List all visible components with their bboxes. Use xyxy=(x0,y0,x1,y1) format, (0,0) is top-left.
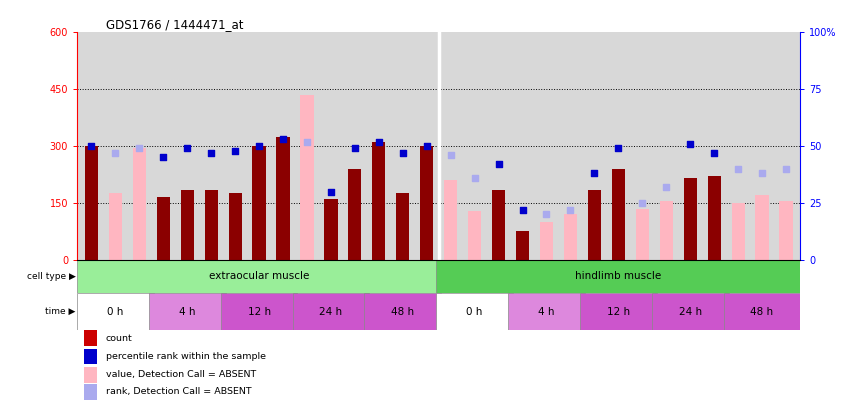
Bar xyxy=(109,194,122,260)
Text: 12 h: 12 h xyxy=(247,307,270,317)
FancyBboxPatch shape xyxy=(508,293,585,330)
Bar xyxy=(468,211,481,260)
Point xyxy=(611,145,625,151)
Bar xyxy=(276,136,289,260)
Text: 4 h: 4 h xyxy=(179,307,195,317)
FancyBboxPatch shape xyxy=(580,293,657,330)
FancyBboxPatch shape xyxy=(437,293,513,330)
Point xyxy=(300,139,314,145)
Bar xyxy=(588,190,601,260)
Bar xyxy=(780,201,793,260)
Text: 48 h: 48 h xyxy=(391,307,414,317)
Point xyxy=(731,166,745,172)
Bar xyxy=(420,146,433,260)
Bar xyxy=(157,197,169,260)
Text: time ▶: time ▶ xyxy=(45,307,76,316)
Point xyxy=(467,175,481,181)
Text: extraocular muscle: extraocular muscle xyxy=(209,271,309,281)
Point xyxy=(635,200,649,206)
Text: hindlimb muscle: hindlimb muscle xyxy=(575,271,662,281)
Bar xyxy=(708,177,721,260)
Point xyxy=(253,143,266,149)
Bar xyxy=(205,190,217,260)
FancyBboxPatch shape xyxy=(437,260,800,293)
Text: value, Detection Call = ABSENT: value, Detection Call = ABSENT xyxy=(106,370,256,379)
FancyBboxPatch shape xyxy=(365,293,441,330)
FancyBboxPatch shape xyxy=(84,384,98,400)
FancyBboxPatch shape xyxy=(652,293,728,330)
Point xyxy=(563,207,577,213)
FancyBboxPatch shape xyxy=(84,349,98,364)
Bar xyxy=(324,199,337,260)
Point xyxy=(755,170,769,177)
Point xyxy=(683,141,697,147)
Bar xyxy=(85,146,98,260)
Bar xyxy=(133,148,146,260)
FancyBboxPatch shape xyxy=(84,367,98,383)
Point xyxy=(587,170,601,177)
FancyBboxPatch shape xyxy=(221,293,297,330)
Text: 24 h: 24 h xyxy=(319,307,342,317)
Bar xyxy=(516,231,529,260)
Point xyxy=(515,207,529,213)
Point xyxy=(396,150,410,156)
Point xyxy=(443,152,457,158)
Point xyxy=(420,143,434,149)
FancyBboxPatch shape xyxy=(149,293,225,330)
Point xyxy=(133,145,146,151)
Text: rank, Detection Call = ABSENT: rank, Detection Call = ABSENT xyxy=(106,387,252,396)
Point xyxy=(539,211,553,217)
Bar xyxy=(181,190,193,260)
FancyBboxPatch shape xyxy=(84,330,98,346)
Text: GDS1766 / 1444471_at: GDS1766 / 1444471_at xyxy=(106,18,243,31)
Bar xyxy=(732,203,745,260)
Text: 48 h: 48 h xyxy=(751,307,774,317)
Point xyxy=(276,136,290,143)
FancyBboxPatch shape xyxy=(77,260,441,293)
Text: percentile rank within the sample: percentile rank within the sample xyxy=(106,352,266,361)
Bar xyxy=(636,209,649,260)
Bar xyxy=(444,180,457,260)
Text: 0 h: 0 h xyxy=(107,307,123,317)
Bar xyxy=(229,194,241,260)
Bar xyxy=(660,201,673,260)
Text: 12 h: 12 h xyxy=(607,307,630,317)
Point xyxy=(779,166,793,172)
Text: 0 h: 0 h xyxy=(467,307,483,317)
Bar xyxy=(348,169,361,260)
Text: cell type ▶: cell type ▶ xyxy=(27,272,76,281)
Point xyxy=(181,145,194,151)
FancyBboxPatch shape xyxy=(77,293,154,330)
Point xyxy=(491,161,505,168)
Text: count: count xyxy=(106,334,133,343)
Bar xyxy=(396,194,409,260)
Bar xyxy=(492,190,505,260)
Point xyxy=(229,147,242,154)
Point xyxy=(372,139,386,145)
Bar xyxy=(372,142,385,260)
Bar xyxy=(684,178,697,260)
Point xyxy=(157,154,170,161)
Bar xyxy=(300,95,313,260)
Text: 24 h: 24 h xyxy=(679,307,702,317)
Bar xyxy=(253,146,265,260)
Bar xyxy=(540,222,553,260)
FancyBboxPatch shape xyxy=(293,293,369,330)
Bar xyxy=(564,214,577,260)
Point xyxy=(205,150,218,156)
Point xyxy=(85,143,98,149)
Point xyxy=(348,145,362,151)
Point xyxy=(707,150,721,156)
Point xyxy=(659,184,673,190)
Bar xyxy=(612,169,625,260)
Point xyxy=(324,188,338,195)
Point xyxy=(109,150,122,156)
FancyBboxPatch shape xyxy=(723,293,800,330)
Text: 4 h: 4 h xyxy=(538,307,555,317)
Bar xyxy=(756,195,769,260)
